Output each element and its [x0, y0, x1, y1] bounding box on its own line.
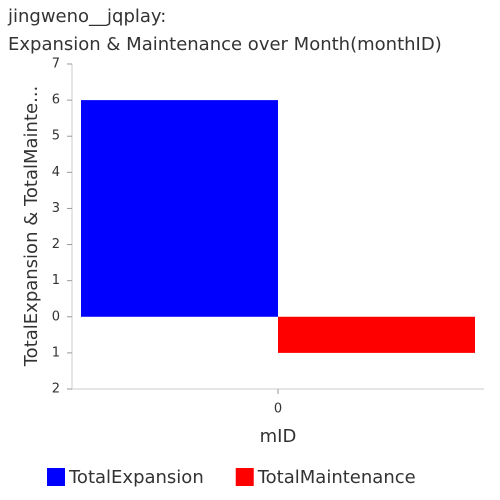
y-tick-label: 7 [52, 57, 60, 72]
y-tick-label: 3 [52, 201, 60, 216]
chart-subtitle: Expansion & Maintenance over Month(month… [8, 34, 442, 55]
y-tick-label: 1 [52, 345, 60, 360]
bar [278, 316, 475, 353]
y-tick-label: 1 [52, 273, 60, 288]
chart-title: jingweno__jqplay: [7, 6, 166, 27]
y-tick-label: 2 [52, 382, 60, 397]
y-tick-label: 2 [52, 237, 60, 252]
x-tick-label: 0 [274, 402, 282, 417]
y-axis-label: TotalExpansion & TotalMainte... [21, 86, 42, 368]
legend-label: TotalMaintenance [257, 467, 416, 488]
x-axis-label: mID [260, 426, 297, 447]
y-tick-label: 6 [52, 93, 60, 108]
bar [81, 100, 278, 317]
legend-label: TotalExpansion [68, 467, 204, 488]
y-tick-label: 0 [52, 309, 60, 324]
legend-swatch [235, 468, 254, 486]
y-tick-label: 5 [52, 129, 60, 144]
y-tick-label: 4 [52, 165, 60, 180]
legend-swatch [47, 468, 65, 486]
